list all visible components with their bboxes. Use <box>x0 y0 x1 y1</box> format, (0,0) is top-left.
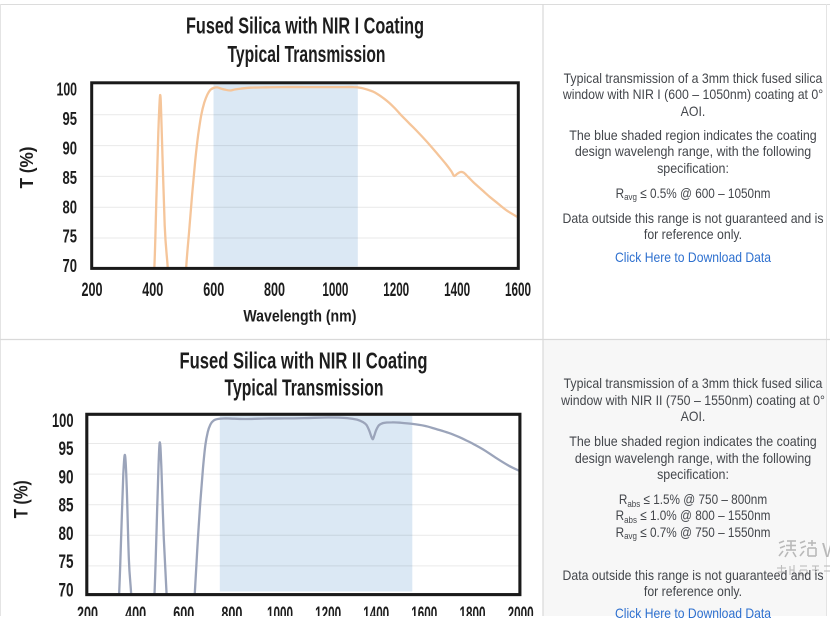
svg-text:1800: 1800 <box>460 604 486 616</box>
svg-text:1200: 1200 <box>383 280 409 301</box>
svg-text:800: 800 <box>264 280 285 301</box>
svg-text:600: 600 <box>173 604 194 616</box>
svg-text:95: 95 <box>59 439 74 460</box>
svg-text:800: 800 <box>221 604 242 616</box>
svg-text:400: 400 <box>125 604 146 616</box>
svg-text:100: 100 <box>57 80 78 100</box>
svg-text:1600: 1600 <box>505 280 531 301</box>
svg-text:1400: 1400 <box>444 280 470 301</box>
svg-text:200: 200 <box>82 280 103 301</box>
svg-text:80: 80 <box>59 524 74 545</box>
svg-text:Fused Silica with NIR I Coatin: Fused Silica with NIR I Coating <box>186 13 424 39</box>
svg-text:70: 70 <box>63 256 78 276</box>
svg-text:1000: 1000 <box>267 604 293 616</box>
svg-text:90: 90 <box>59 467 74 488</box>
svg-text:1000: 1000 <box>322 280 348 301</box>
svg-text:200: 200 <box>77 604 98 616</box>
svg-text:1400: 1400 <box>363 604 389 616</box>
svg-text:Typical Transmission: Typical Transmission <box>225 374 384 400</box>
svg-text:70: 70 <box>59 580 74 601</box>
svg-text:90: 90 <box>63 138 78 158</box>
svg-text:Wavelength (nm): Wavelength (nm) <box>243 307 356 325</box>
svg-text:75: 75 <box>59 552 74 573</box>
svg-text:95: 95 <box>63 109 78 129</box>
svg-text:600: 600 <box>203 280 224 301</box>
svg-text:Windows: Windows <box>822 540 830 562</box>
svg-text:80: 80 <box>63 197 78 217</box>
svg-text:75: 75 <box>63 227 78 247</box>
svg-text:1600: 1600 <box>411 604 437 616</box>
svg-text:400: 400 <box>142 280 163 301</box>
svg-text:85: 85 <box>63 168 78 188</box>
svg-text:100: 100 <box>52 411 74 432</box>
svg-text:Fused Silica with NIR II Coati: Fused Silica with NIR II Coating <box>180 347 428 373</box>
svg-text:1200: 1200 <box>315 604 341 616</box>
svg-text:T (%): T (%) <box>17 147 37 189</box>
svg-text:T (%): T (%) <box>12 480 33 518</box>
svg-text:85: 85 <box>59 496 74 517</box>
svg-text:2000: 2000 <box>508 604 534 616</box>
svg-text:Typical Transmission: Typical Transmission <box>228 41 386 67</box>
